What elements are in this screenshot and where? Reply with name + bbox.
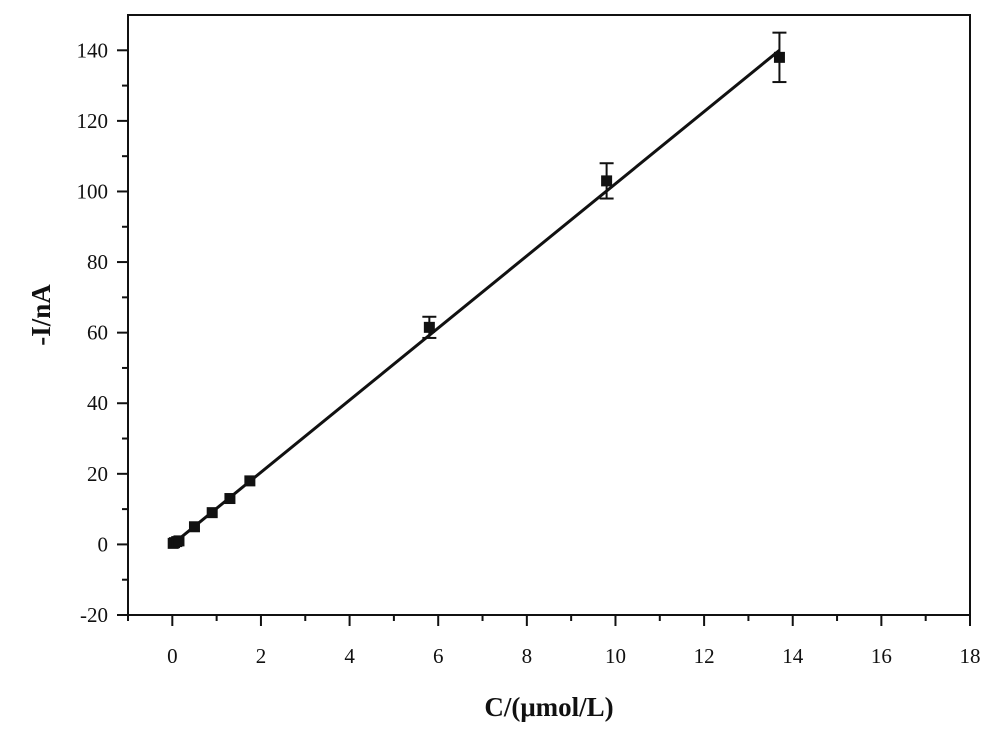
data-points-group: [167, 31, 787, 549]
y-tick-label: 80: [87, 250, 108, 274]
data-point: [206, 507, 218, 519]
y-tick-label: 120: [77, 109, 109, 133]
x-tick-label: 12: [694, 644, 715, 668]
x-tick-label: 2: [256, 644, 267, 668]
data-point: [773, 51, 785, 63]
data-point: [173, 535, 185, 547]
y-tick-label: 20: [87, 462, 108, 486]
x-tick-label: 6: [433, 644, 444, 668]
x-tick-label: 8: [522, 644, 533, 668]
x-tick-label: 10: [605, 644, 626, 668]
y-axis-ticks: -20 0 20 40 60 80 100 120 140: [77, 38, 128, 627]
x-tick-label: 14: [782, 644, 804, 668]
x-tick-label: 16: [871, 644, 892, 668]
y-tick-label: 60: [87, 321, 108, 345]
data-point: [188, 521, 200, 533]
plot-frame: [127, 14, 971, 616]
y-tick-label: 100: [77, 179, 109, 203]
data-point: [224, 493, 236, 505]
x-tick-label: 4: [344, 644, 355, 668]
x-axis-title: C/(μmol/L): [484, 692, 613, 722]
y-tick-label: -20: [80, 603, 108, 627]
x-tick-label: 18: [960, 644, 981, 668]
data-point: [244, 475, 256, 487]
y-tick-label: 40: [87, 391, 108, 415]
y-tick-label: 140: [77, 38, 109, 62]
data-point: [423, 321, 435, 333]
y-axis-title: -I/nA: [26, 284, 56, 346]
x-tick-label: 0: [167, 644, 178, 668]
y-tick-label: 0: [98, 532, 109, 556]
x-axis-ticks: 0 2 4 6 8 10 12 14 16 18: [127, 615, 981, 668]
data-point: [601, 175, 613, 187]
fit-line-group: [171, 49, 781, 546]
fit-line: [171, 49, 781, 546]
